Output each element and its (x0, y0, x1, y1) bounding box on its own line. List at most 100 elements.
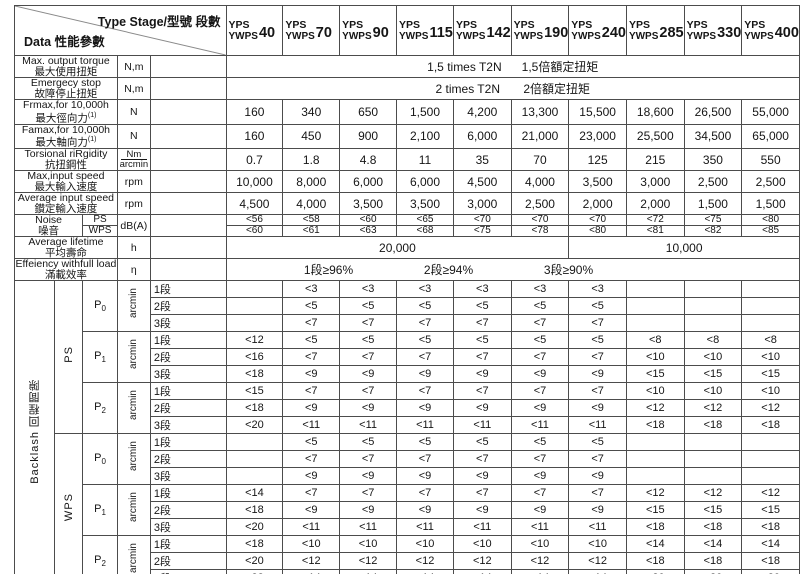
value-cell: <7 (396, 348, 454, 366)
value-cell: <15 (625, 365, 685, 383)
row-label: Famax,for 10,000h 最大軸向力(1) (14, 123, 118, 149)
column-header-content: YPS YWPS 330 (685, 19, 741, 42)
value-cell: <18 (225, 399, 284, 417)
backlash-row: 3段 <20 <11 <11 <11 <11 <11 <11 <18 <18 <18 (15, 518, 800, 536)
noise-type-label: WPS (82, 225, 118, 237)
series-ywps: YWPS (455, 30, 486, 42)
noise-label-zh: 噪音 (38, 224, 60, 237)
value-cell: <10 (510, 535, 570, 553)
value-cell: <7 (396, 450, 454, 468)
backlash-row: 2段 <18 <9 <9 <9 <9 <9 <9 <15 <15 <15 (15, 501, 800, 519)
stage-label: 2段 (149, 450, 227, 468)
corner-cell: Type Stage/型號 段數 Data 性能參數 (14, 5, 227, 56)
value-cell: <12 (625, 399, 685, 417)
value-cell: <5 (510, 433, 570, 451)
row-label-zh: 滿載效率 (44, 268, 87, 281)
arcmin-vertical-text: arcmin (128, 339, 140, 370)
stage-label: 2段 (149, 501, 227, 519)
value-cell: 1.8 (282, 148, 341, 171)
value-cell: <7 (282, 382, 341, 400)
column-header-content: YPS YWPS 40 (227, 19, 282, 42)
efficiency-item: 1段≥96% (303, 262, 354, 277)
value-cell: <7 (396, 382, 454, 400)
column-header-content: YPS YWPS 115 (397, 19, 452, 42)
stage-label: 3段 (149, 314, 227, 332)
column-header-content: YPS YWPS 400 (743, 19, 799, 42)
value-cell: 11 (396, 148, 454, 171)
value-cell: <20 (741, 569, 800, 574)
stage-label: 2段 (149, 552, 227, 570)
unit-cell: N,m (116, 77, 151, 100)
value-cell: <5 (396, 433, 454, 451)
value-cell: <7 (396, 484, 454, 502)
value-cell: <15 (683, 365, 743, 383)
value-cell: <18 (741, 416, 800, 434)
spacer-cell (149, 192, 227, 215)
value-cell: <82 (683, 225, 743, 237)
value-cell: <18 (225, 535, 284, 553)
row-label: Max. output torque 最大使用扭矩 (14, 55, 118, 78)
value-cell (225, 433, 284, 451)
value-cell: 6,000 (339, 170, 397, 193)
size-number: 285 (659, 24, 684, 41)
value-cell: <18 (625, 416, 685, 434)
value-cell: <9 (282, 501, 341, 519)
row-label-zh: 最大使用扭矩 (34, 65, 98, 78)
value-cell: <15 (225, 382, 284, 400)
row-label-zh: 平均壽命 (44, 246, 87, 259)
value-cell: <5 (396, 331, 454, 349)
value-cell: <3 (282, 280, 341, 298)
stage-label: 3段 (149, 467, 227, 485)
stage-label: 3段 (149, 518, 227, 536)
value-cell (683, 450, 743, 468)
value-cell: <5 (452, 331, 512, 349)
spacer-cell (149, 214, 227, 237)
value-cell: 70 (510, 148, 570, 171)
row-label-zh: 故障停止扭矩 (34, 87, 98, 100)
value-cell: <7 (452, 484, 512, 502)
lifetime-row: Average lifetime 平均壽命 h 20,000 10,000 (14, 236, 800, 259)
unit-cell: rpm (116, 170, 151, 193)
value-cell: 2,000 (625, 192, 685, 215)
value-cell: <20 (225, 552, 284, 570)
value-cell: <12 (683, 484, 743, 502)
footnote-marker: (1) (87, 111, 97, 119)
value-cell: 3,500 (396, 192, 454, 215)
column-header: YPS YWPS 90 (339, 5, 397, 56)
spacer-cell (149, 55, 227, 78)
value-cell: 65,000 (741, 123, 800, 149)
value-cell: <7 (568, 348, 627, 366)
value-cell: <7 (339, 314, 397, 332)
spacer-cell (149, 99, 227, 125)
value-cell: <5 (339, 433, 397, 451)
column-header: YPS YWPS 190 (510, 5, 570, 56)
stage-label: 3段 (149, 416, 227, 434)
column-header-content: YPS YWPS 240 (570, 19, 625, 42)
value-cell: 6,000 (452, 123, 512, 149)
unit-cell: Nm arcmin (116, 148, 151, 171)
size-number: 400 (774, 24, 799, 41)
value-cell: <12 (225, 331, 284, 349)
arcmin-vertical-text: arcmin (128, 441, 140, 472)
value-cell: <12 (510, 552, 570, 570)
backlash-row: P2 arcmin 1段 <15 <7 <7 <7 <7 <7 <7 <10 <10 <10 (15, 382, 800, 434)
value-cell (741, 467, 800, 485)
value-cell: <70 (452, 214, 512, 226)
row-label: Torsional riRgidity 抗扭鋼性 (14, 148, 118, 171)
series-ywps: YWPS (628, 30, 659, 42)
size-number: 142 (486, 24, 511, 41)
value-cell: <18 (683, 552, 743, 570)
backlash-row: 2段 <7 <7 <7 <7 <7 <7 (15, 450, 800, 468)
value-cell: <85 (741, 225, 800, 237)
row-label-en: Average input speed (17, 192, 115, 204)
spec-row: Torsional riRgidity 抗扭鋼性 Nm arcmin 0.7 1.8 4.8… (14, 148, 800, 171)
spec-row: Max. output torque 最大使用扭矩 N,m 1,5 times T2N… (14, 55, 800, 78)
spacer-cell (149, 123, 227, 149)
value-cell: <7 (510, 348, 570, 366)
value-cell: 2,100 (396, 123, 454, 149)
value-cell: <56 (225, 214, 284, 226)
series-names: YPS YWPS (628, 19, 659, 42)
spec-row: Average input speed 鑚定輸入速度 rpm 4,500 4,000 3,… (14, 192, 800, 215)
value-cell (741, 280, 800, 298)
unit-cell: dB(A) (116, 214, 151, 237)
